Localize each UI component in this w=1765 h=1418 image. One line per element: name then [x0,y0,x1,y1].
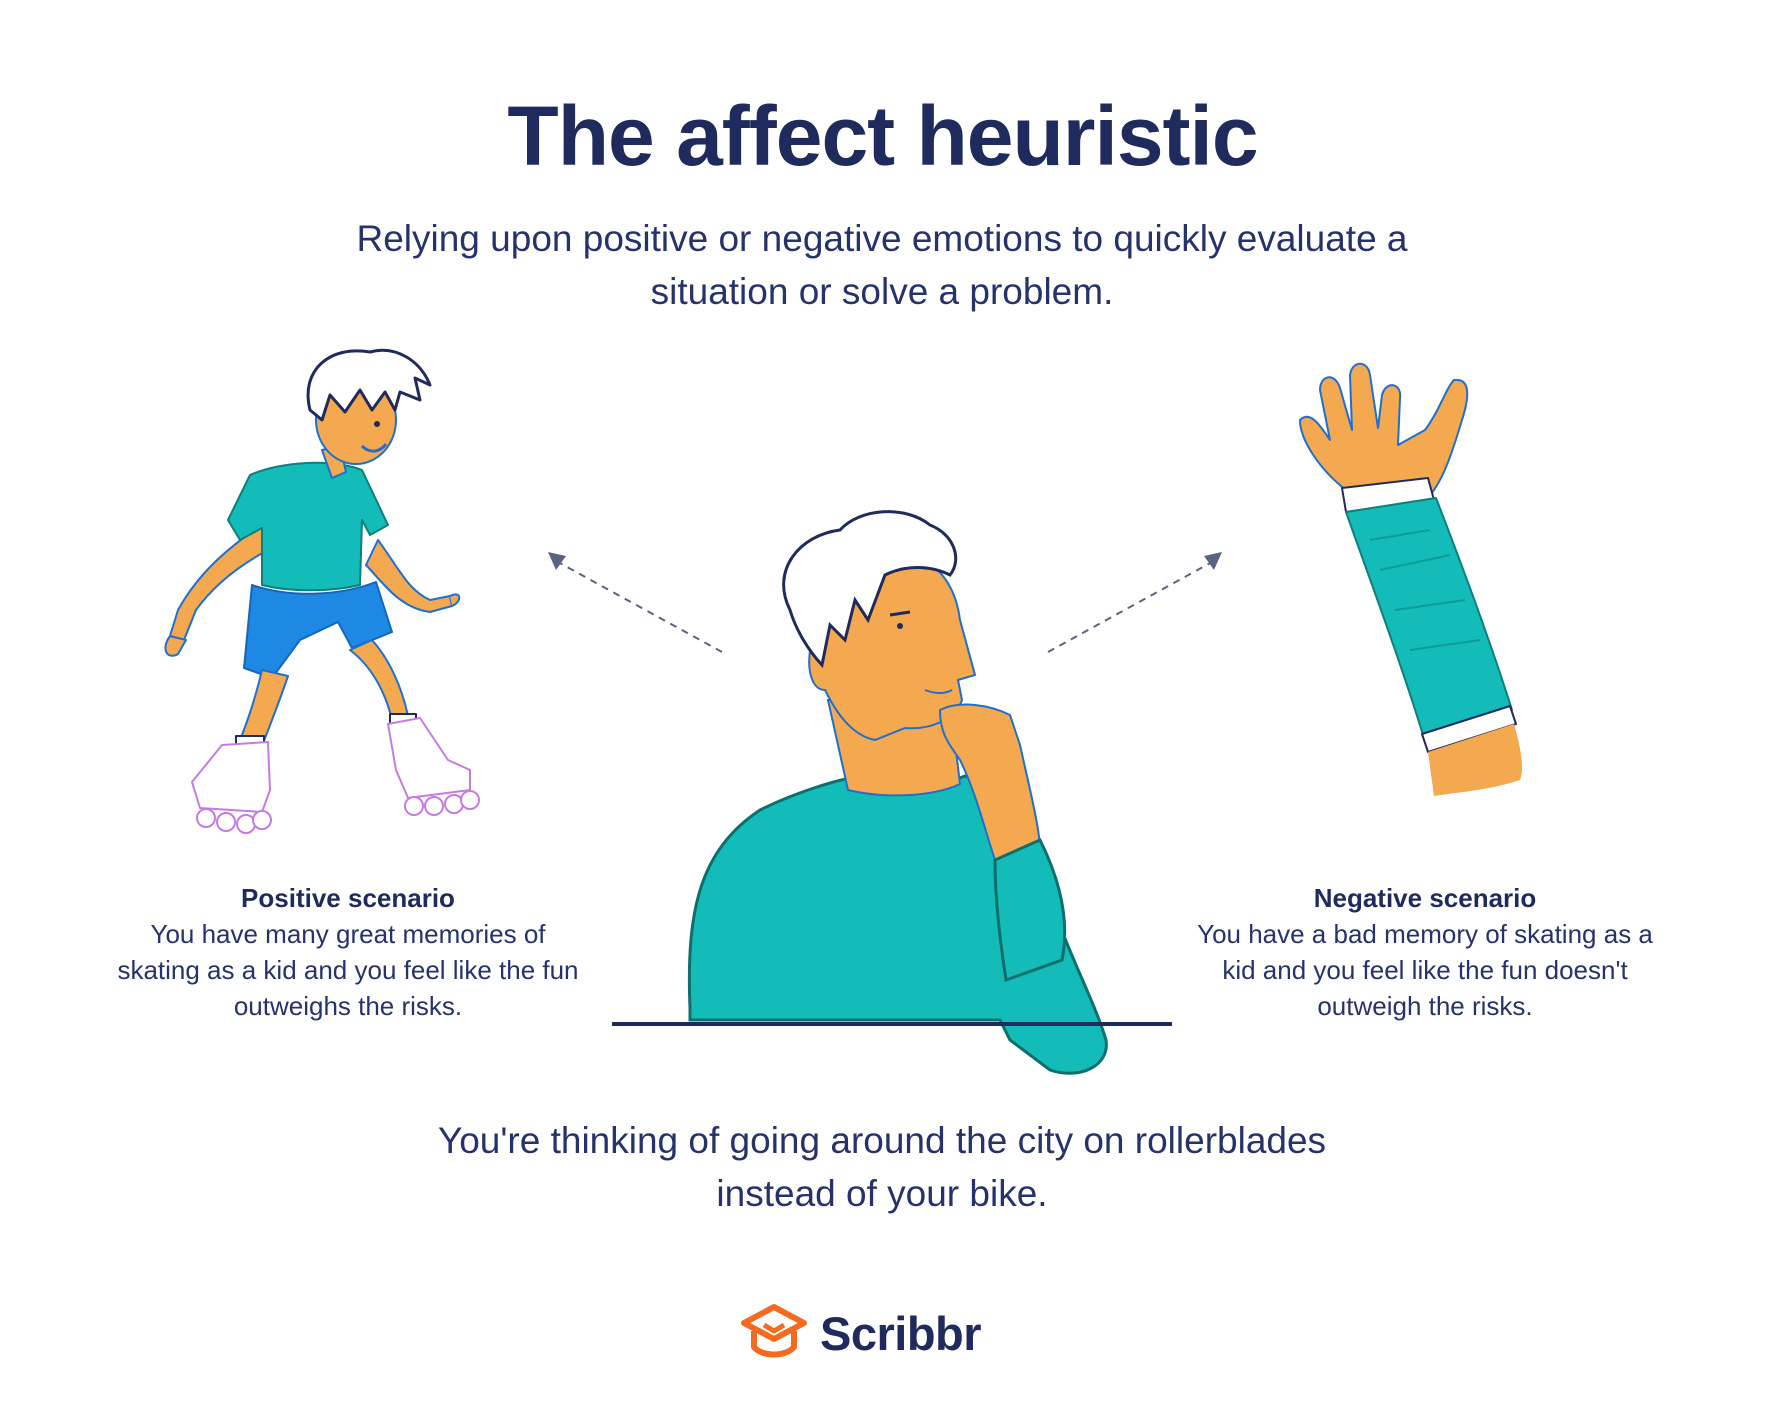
positive-scenario-heading: Positive scenario [241,883,455,913]
positive-scenario-text: You have many great memories of skating … [117,919,579,1021]
page-title: The affect heuristic [507,89,1258,183]
arm-in-cast-illustration [1299,362,1523,796]
scribbr-logo: Scribbr [740,1298,982,1368]
thinking-man-illustration [612,510,1172,1075]
negative-scenario-text: You have a bad memory of skating as a ki… [1197,919,1653,1021]
child-rollerblading-illustration [164,348,480,834]
graduation-cap-icon [741,1304,807,1358]
negative-scenario: Negative scenario You have a bad memory … [1180,880,1670,1024]
subtitle: Relying upon positive or negative emotio… [356,218,1408,312]
brand-name: Scribbr [820,1306,982,1360]
situation-text: You're thinking of going around the city… [437,1120,1327,1214]
arrow-to-negative [1047,552,1222,653]
positive-scenario: Positive scenario You have many great me… [110,880,586,1024]
negative-scenario-heading: Negative scenario [1313,883,1537,913]
arrow-to-positive [548,552,723,653]
